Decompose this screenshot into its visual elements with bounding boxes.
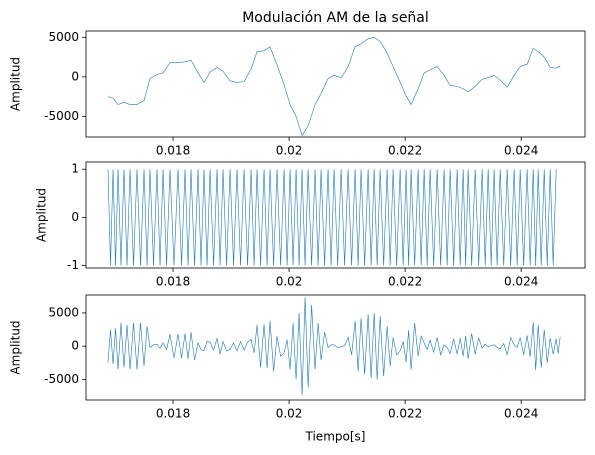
x-tick-label: 0.022 [388,407,422,421]
axes-frame [85,161,586,269]
x-tick-label: 0.024 [504,144,538,158]
y-tick-label: -1 [67,258,79,272]
x-axis-label: Tiempo[s] [305,430,366,444]
axes-frame [85,294,586,401]
x-tick-label: 0.018 [156,407,190,421]
signal-line [107,296,561,396]
y-tick-label: 0 [71,210,79,224]
y-tick-label: 0 [71,69,79,83]
x-tick-label: 0.02 [276,407,303,421]
y-axis-label: Amplitud [35,188,49,242]
x-tick-label: 0.024 [504,407,538,421]
signal-line [107,37,561,137]
x-tick-label: 0.02 [276,144,303,158]
y-axis-label: Amplitud [9,320,23,374]
signal-line [107,169,557,266]
x-tick-label: 0.022 [388,275,422,289]
axes-frame [85,30,586,138]
y-tick-label: 0 [71,339,79,353]
x-tick-label: 0.018 [156,275,190,289]
x-tick-label: 0.024 [504,275,538,289]
y-tick-label: 5000 [48,305,79,319]
y-tick-label: 5000 [48,30,79,44]
y-tick-label: 1 [71,162,79,176]
x-tick-label: 0.02 [276,275,303,289]
x-tick-label: 0.018 [156,144,190,158]
y-tick-label: -5000 [44,109,79,123]
chart-title: Modulación AM de la señal [242,10,429,26]
y-axis-label: Amplitud [9,57,23,111]
x-tick-label: 0.022 [388,144,422,158]
y-tick-label: -5000 [44,372,79,386]
